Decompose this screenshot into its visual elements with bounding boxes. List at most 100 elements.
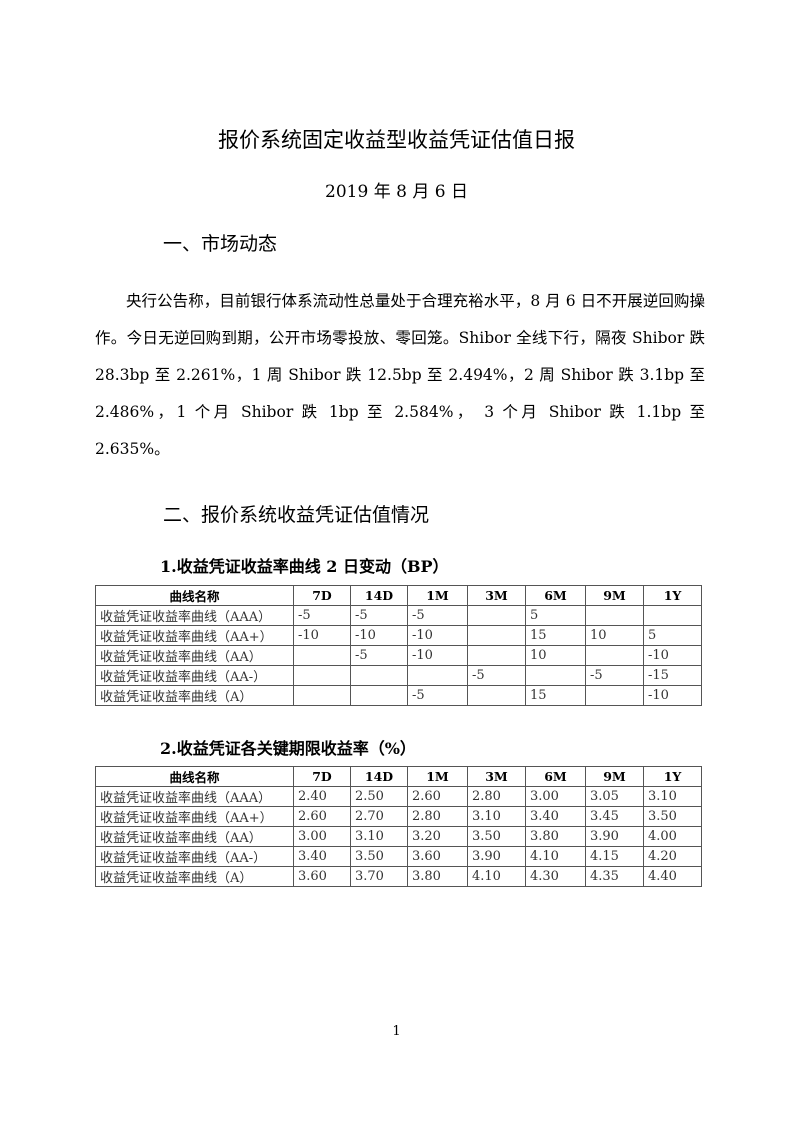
value-cell: 3.80	[525, 826, 586, 847]
column-header: 7D	[293, 766, 351, 787]
column-header: 1M	[407, 766, 468, 787]
value-cell: -5	[467, 665, 526, 686]
value-cell	[467, 625, 526, 646]
table-row: 收益凭证收益率曲线（AA+） 2.60 2.70 2.80 3.10 3.40 3.45 3.…	[95, 806, 702, 827]
column-header: 1Y	[643, 585, 702, 606]
value-cell: 3.40	[293, 846, 351, 867]
column-header: 曲线名称	[95, 766, 294, 787]
value-cell: -10	[643, 645, 702, 666]
value-cell: -5	[585, 665, 644, 686]
table-row: 收益凭证收益率曲线（AAA） -5 -5 -5 5	[95, 605, 702, 626]
value-cell: -5	[350, 645, 408, 666]
value-cell	[293, 665, 351, 686]
value-cell: 3.10	[467, 806, 526, 827]
value-cell: 3.90	[585, 826, 644, 847]
value-cell: 3.50	[643, 806, 702, 827]
curve-name-cell: 收益凭证收益率曲线（AA-）	[95, 846, 294, 867]
value-cell: 5	[643, 625, 702, 646]
value-cell	[350, 665, 408, 686]
page-number: 1	[392, 1024, 401, 1039]
value-cell: 3.20	[407, 826, 468, 847]
value-cell	[467, 685, 526, 706]
section-heading-market: 一、市场动态	[163, 233, 278, 255]
value-cell	[293, 685, 351, 706]
column-header: 3M	[467, 766, 526, 787]
table-row: 收益凭证收益率曲线（AA-） 3.40 3.50 3.60 3.90 4.10 4.15 4.…	[95, 846, 702, 867]
market-paragraph: 央行公告称，目前银行体系流动性总量处于合理充裕水平，8 月 6 日不开展逆回购操…	[95, 292, 705, 458]
curve-name-cell: 收益凭证收益率曲线（A）	[95, 685, 294, 706]
column-header: 14D	[350, 585, 408, 606]
column-header: 曲线名称	[95, 585, 294, 606]
value-cell: 3.10	[350, 826, 408, 847]
header-row: 曲线名称 7D 14D 1M 3M 6M 9M 1Y	[95, 585, 702, 606]
column-header: 1M	[407, 585, 468, 606]
curve-name-cell: 收益凭证收益率曲线（AAA）	[95, 605, 294, 626]
value-cell: 4.30	[525, 866, 586, 887]
report-date: 2019 年 8 月 6 日	[325, 182, 468, 202]
value-cell	[585, 605, 644, 626]
value-cell: 10	[525, 645, 586, 666]
value-cell: 3.00	[293, 826, 351, 847]
value-cell	[585, 685, 644, 706]
table-row: 收益凭证收益率曲线（AA） 3.00 3.10 3.20 3.50 3.80 3.90 4.0…	[95, 826, 702, 847]
value-cell: 3.70	[350, 866, 408, 887]
value-cell: 3.50	[350, 846, 408, 867]
value-cell: -15	[643, 665, 702, 686]
value-cell: -10	[407, 645, 468, 666]
value-cell: 2.40	[293, 786, 351, 807]
yield-table: 曲线名称 7D 14D 1M 3M 6M 9M 1Y 收益凭证收益率曲线（AAA） 2.40 2.5…	[95, 766, 702, 887]
value-cell: 4.10	[467, 866, 526, 887]
table1-caption: 1.收益凭证收益率曲线 2 日变动（BP）	[160, 557, 449, 576]
curve-name-cell: 收益凭证收益率曲线（A）	[95, 866, 294, 887]
column-header: 7D	[293, 585, 351, 606]
value-cell: 2.50	[350, 786, 408, 807]
value-cell	[350, 685, 408, 706]
value-cell: -10	[643, 685, 702, 706]
value-cell: 3.00	[525, 786, 586, 807]
value-cell: 3.50	[467, 826, 526, 847]
value-cell: 2.80	[467, 786, 526, 807]
section-heading-valuation: 二、报价系统收益凭证估值情况	[163, 504, 430, 526]
curve-name-cell: 收益凭证收益率曲线（AA-）	[95, 665, 294, 686]
column-header: 6M	[525, 766, 586, 787]
value-cell: 4.00	[643, 826, 702, 847]
value-cell: -5	[350, 605, 408, 626]
bp-change-table: 曲线名称 7D 14D 1M 3M 6M 9M 1Y 收益凭证收益率曲线（AAA） -5 -5 -5 5…	[95, 585, 702, 706]
value-cell: 2.60	[407, 786, 468, 807]
column-header: 6M	[525, 585, 586, 606]
column-header: 9M	[585, 766, 644, 787]
value-cell	[525, 665, 586, 686]
table-row: 收益凭证收益率曲线（AAA） 2.40 2.50 2.60 2.80 3.00 3.05 3.…	[95, 786, 702, 807]
value-cell: 3.05	[585, 786, 644, 807]
column-header: 9M	[585, 585, 644, 606]
value-cell	[293, 645, 351, 666]
value-cell: 4.15	[585, 846, 644, 867]
table-row: 收益凭证收益率曲线（AA-） -5 -5 -15	[95, 665, 702, 686]
value-cell: -10	[407, 625, 468, 646]
table-row: 收益凭证收益率曲线（AA） -5 -10 10 -10	[95, 645, 702, 666]
value-cell: 4.40	[643, 866, 702, 887]
value-cell: 3.10	[643, 786, 702, 807]
value-cell: 4.20	[643, 846, 702, 867]
value-cell: 2.80	[407, 806, 468, 827]
curve-name-cell: 收益凭证收益率曲线（AA）	[95, 826, 294, 847]
table-row: 收益凭证收益率曲线（A） -5 15 -10	[95, 685, 702, 706]
value-cell: 3.45	[585, 806, 644, 827]
value-cell: 5	[525, 605, 586, 626]
value-cell: -10	[293, 625, 351, 646]
value-cell: 10	[585, 625, 644, 646]
value-cell: 3.40	[525, 806, 586, 827]
value-cell: 3.90	[467, 846, 526, 867]
value-cell	[467, 605, 526, 626]
report-title: 报价系统固定收益型收益凭证估值日报	[218, 128, 575, 152]
value-cell	[467, 645, 526, 666]
value-cell	[643, 605, 702, 626]
value-cell: 3.60	[293, 866, 351, 887]
value-cell: 2.70	[350, 806, 408, 827]
value-cell	[585, 645, 644, 666]
value-cell: 4.10	[525, 846, 586, 867]
value-cell: 3.80	[407, 866, 468, 887]
header-row: 曲线名称 7D 14D 1M 3M 6M 9M 1Y	[95, 766, 702, 787]
value-cell: -10	[350, 625, 408, 646]
